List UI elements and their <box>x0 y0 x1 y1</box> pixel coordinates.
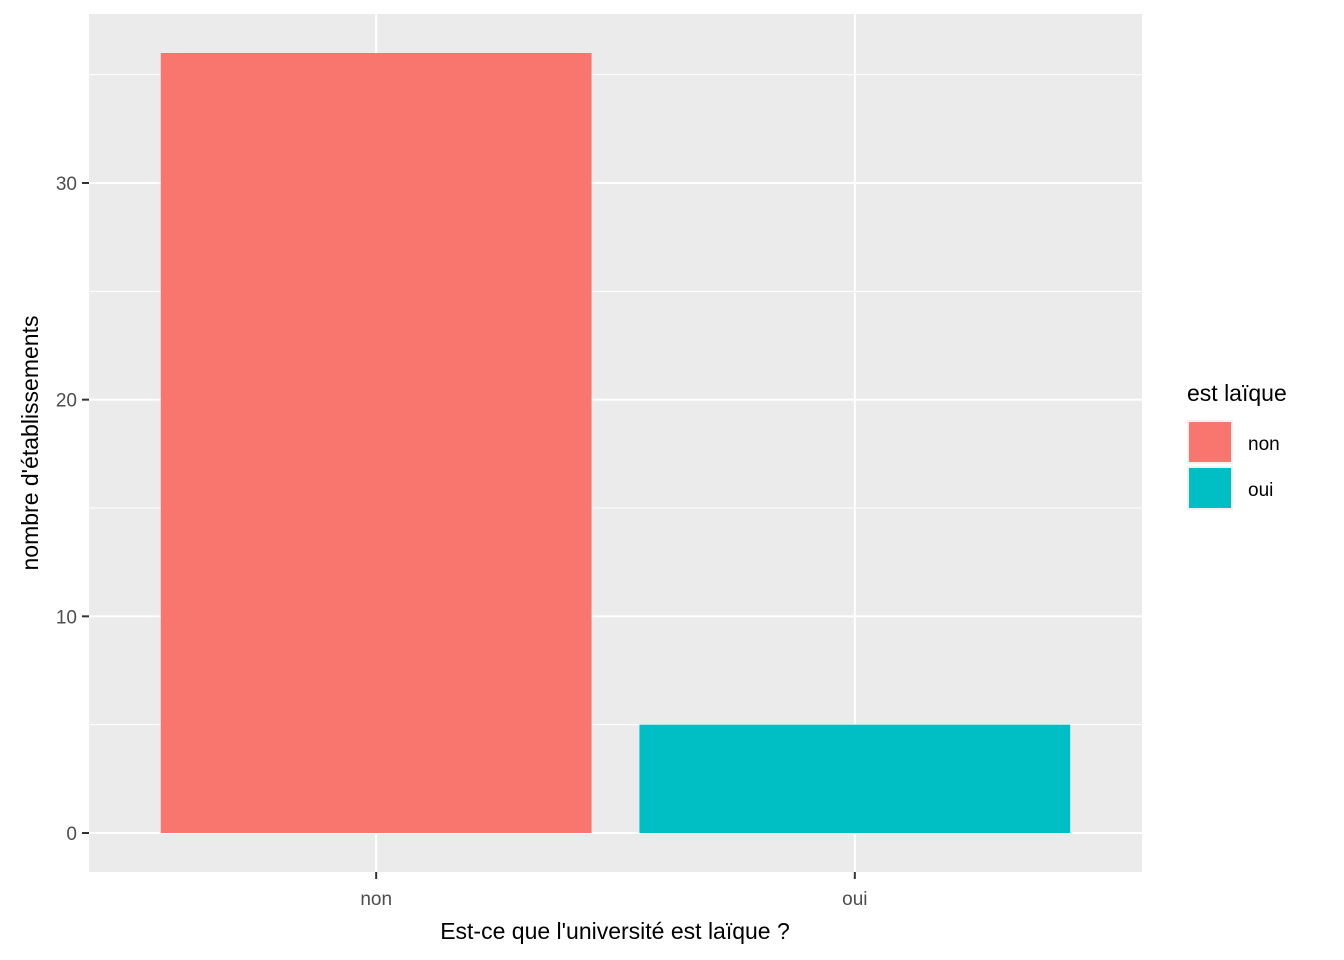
bars <box>160 53 1071 833</box>
x-tick-label: non <box>360 889 392 910</box>
x-tick-label: oui <box>842 889 867 910</box>
legend-title: est laïque <box>1187 380 1287 406</box>
y-tick-label: 20 <box>56 391 77 412</box>
y-tick-label: 10 <box>56 607 77 628</box>
legend-label: oui <box>1248 480 1273 501</box>
y-axis: 0 10 20 30 <box>56 174 89 845</box>
x-axis: non oui <box>360 872 867 910</box>
y-tick-label: 30 <box>56 174 77 195</box>
legend-key-oui <box>1189 468 1231 508</box>
y-tick-label: 0 <box>66 824 77 845</box>
x-axis-title: Est-ce que l'université est laïque ? <box>440 918 790 944</box>
legend: est laïque non oui <box>1187 380 1287 510</box>
bar-oui <box>639 724 1071 833</box>
y-axis-title: nombre d'établissements <box>17 316 43 571</box>
legend-label: non <box>1248 434 1280 455</box>
legend-key-non <box>1189 422 1231 462</box>
bar-non <box>160 53 592 833</box>
legend-entries: non oui <box>1187 420 1280 510</box>
